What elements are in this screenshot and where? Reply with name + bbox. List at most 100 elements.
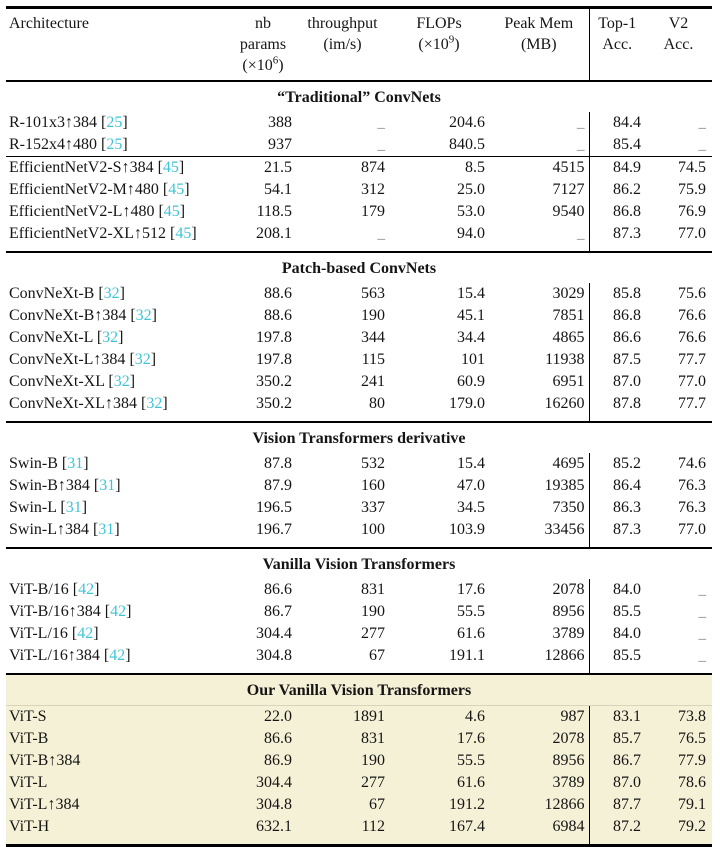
section-title-row: “Traditional” ConvNets [6,80,712,112]
flops-cell: 8.5 [389,156,489,179]
citation-ref: 31 [99,477,116,494]
throughput-cell: 532 [361,455,385,472]
throughput-cell: 277 [361,625,385,642]
top1-acc-cell: 87.5 [588,349,645,371]
throughput-cell: 831 [296,728,389,750]
architecture-cell: ViT-L [6,772,230,794]
col-header-top1-unit: Acc. [602,36,633,53]
architecture-cell: EfficientNetV2-M↑480 [45] [9,181,190,198]
citation-ref: 42 [78,581,95,598]
v2-acc-cell: 75.6 [678,285,706,302]
throughput-cell: 190 [361,307,385,324]
citation-ref: 31 [65,499,82,516]
flops-cell: 61.6 [457,625,485,642]
flops-cell: 191.1 [449,647,485,664]
peak-mem-cell: 4515 [489,156,589,179]
peak-mem-cell: 6984 [489,816,589,846]
throughput-cell: 179 [361,203,385,220]
v2-acc-cell: 77.0 [678,521,706,538]
nb-params-cell: 937 [268,136,292,153]
citation-ref: 45 [163,203,180,220]
v2-acc-cell: _ [645,601,712,623]
architecture-cell: Swin-B [31] [9,455,89,472]
table-body: “Traditional” ConvNets R-101x3↑384 [25] 38… [6,80,712,846]
top1-acc-cell: 85.7 [588,728,645,750]
flops-cell: 17.6 [457,581,485,598]
v2-acc-cell: 75.9 [678,181,706,198]
section-title: Vanilla Vision Transformers [6,547,712,579]
table-row: ConvNeXt-XL↑384 [32] 350.2 80 179.0 16260 87.… [6,393,712,422]
col-header-nb-params-label: nb params [239,15,287,53]
peak-mem-cell: 16260 [544,395,585,412]
throughput-cell: 160 [361,477,385,494]
top1-acc-cell: 84.0 [588,623,645,645]
nb-params-cell: 304.8 [256,647,292,664]
top1-acc-cell: 87.8 [588,393,645,422]
col-header-throughput-label: throughput [307,15,378,32]
col-header-top1-acc: Top-1 Acc. [588,7,645,82]
top1-acc-cell: 84.4 [588,112,645,134]
nb-params-cell: 86.9 [230,750,296,772]
v2-acc-cell: 76.6 [678,307,706,324]
nb-params-cell: 86.6 [264,581,292,598]
architecture-cell: ViT-L↑384 [6,794,230,816]
table-row: ConvNeXt-B [32] 88.6 563 15.4 3029 85.8 75.6 [6,283,712,305]
citation-ref: 31 [98,521,115,538]
nb-params-cell: 197.8 [256,351,292,368]
peak-mem-cell: 11938 [545,351,585,368]
throughput-cell: 344 [361,329,385,346]
peak-mem-cell: 6951 [552,373,585,390]
throughput-cell: 67 [296,794,389,816]
flops-cell: 53.0 [457,203,485,220]
flops-cell: 179.0 [449,395,485,412]
missing-value-dash: _ [377,115,386,131]
nb-params-cell: 22.0 [230,705,296,728]
architecture-cell: EfficientNetV2-XL↑512 [45] [9,225,197,242]
top1-acc-cell: 86.7 [588,750,645,772]
citation-ref: 42 [77,625,94,642]
peak-mem-cell: _ [489,112,589,134]
citation-ref: 32 [134,351,151,368]
architecture-cell: ViT-S [6,705,230,728]
nb-params-cell: 118.5 [256,203,292,220]
missing-value-dash: _ [377,137,386,153]
v2-acc-cell: 73.8 [645,705,712,728]
architecture-cell: ViT-L/16 [42] [9,625,99,642]
architecture-cell: ConvNeXt-XL [32] [9,373,136,390]
top1-acc-cell: 87.0 [588,772,645,794]
nb-params-cell: 86.7 [264,603,292,620]
architecture-cell: ViT-B/16 [42] [9,581,100,598]
v2-acc-cell: 79.1 [645,794,712,816]
architecture-cell: ViT-L/16↑384 [42] [9,647,131,664]
peak-mem-cell: 987 [489,705,589,728]
missing-value-dash: _ [577,226,585,242]
nb-params-cell: 350.2 [256,373,292,390]
flops-cell: 55.5 [457,603,485,620]
table-row: ViT-L/16↑384 [42] 304.8 67 191.1 12866 85.5 _ [6,645,712,674]
flops-cell: 17.6 [389,728,489,750]
architecture-cell: ViT-B/16↑384 [42] [9,603,132,620]
table-row: ViT-L↑384 304.8 67 191.2 12866 87.7 79.1 [6,794,712,816]
throughput-cell: 115 [361,351,385,368]
top1-acc-cell: 86.2 [588,179,645,201]
top1-acc-cell: 84.0 [588,579,645,601]
throughput-cell: 1891 [296,705,389,728]
peak-mem-cell: 2078 [552,581,585,598]
architecture-cell: EfficientNetV2-L↑480 [45] [9,203,186,220]
throughput-cell: 190 [361,603,385,620]
table-row: ViT-S 22.0 1891 4.6 987 83.1 73.8 [6,705,712,728]
table-row: ConvNeXt-L [32] 197.8 344 34.4 4865 86.6 76.6 [6,327,712,349]
v2-acc-cell: _ [645,112,712,134]
nb-params-cell: 304.4 [230,772,296,794]
flops-cell: 94.0 [457,225,485,242]
v2-acc-cell: 77.7 [678,351,706,368]
top1-acc-cell: 85.2 [588,453,645,475]
peak-mem-cell: 33456 [544,521,585,538]
architecture-cell: ConvNeXt-L↑384 [32] [9,351,157,368]
citation-ref: 45 [168,181,185,198]
col-header-throughput: throughput (im/s) [296,7,389,82]
nb-params-cell: 54.1 [264,181,292,198]
v2-acc-cell: _ [645,623,712,645]
throughput-cell: 337 [361,499,385,516]
throughput-cell: 831 [361,581,385,598]
